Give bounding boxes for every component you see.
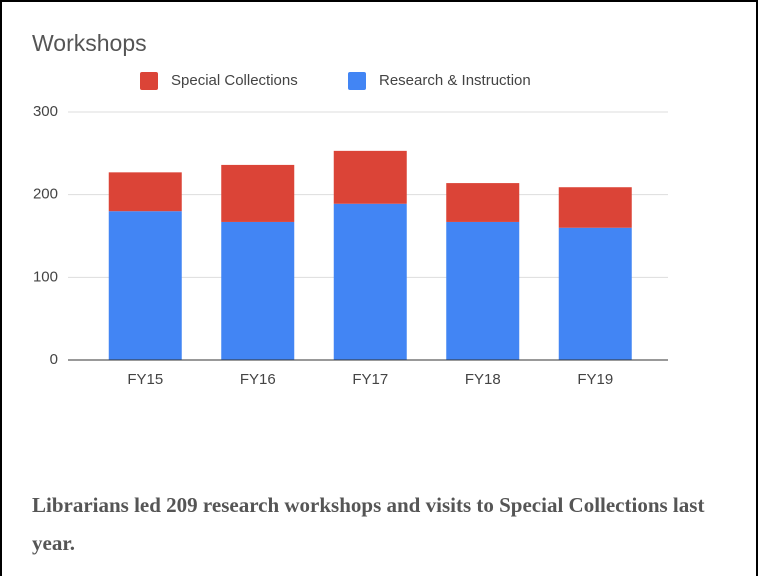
bar-segment (558, 187, 632, 228)
y-tick-label: 0 (50, 351, 58, 368)
bar-segment (221, 221, 295, 360)
y-tick-label: 100 (33, 268, 58, 285)
x-tick-label: FY18 (465, 371, 501, 388)
x-tick-label: FY15 (127, 371, 163, 388)
bar-segment (221, 164, 295, 222)
bar-segment (558, 227, 632, 360)
legend-label: Research & Instruction (379, 72, 531, 89)
legend-label: Special Collections (171, 72, 298, 89)
legend-swatch (348, 72, 366, 90)
x-tick-label: FY19 (577, 371, 613, 388)
x-tick-label: FY17 (352, 371, 388, 388)
bar-segment (446, 183, 520, 222)
bar-segment (333, 150, 407, 204)
legend-swatch (140, 72, 158, 90)
bar-segment (108, 211, 182, 360)
y-tick-label: 300 (33, 103, 58, 120)
bar-segment (108, 172, 182, 212)
chart-title: Workshops (32, 30, 147, 56)
x-tick-label: FY16 (240, 371, 276, 388)
bar-segment (333, 203, 407, 360)
caption: Librarians led 209 research workshops an… (32, 493, 705, 555)
y-tick-label: 200 (33, 186, 58, 203)
bar-segment (446, 221, 520, 360)
